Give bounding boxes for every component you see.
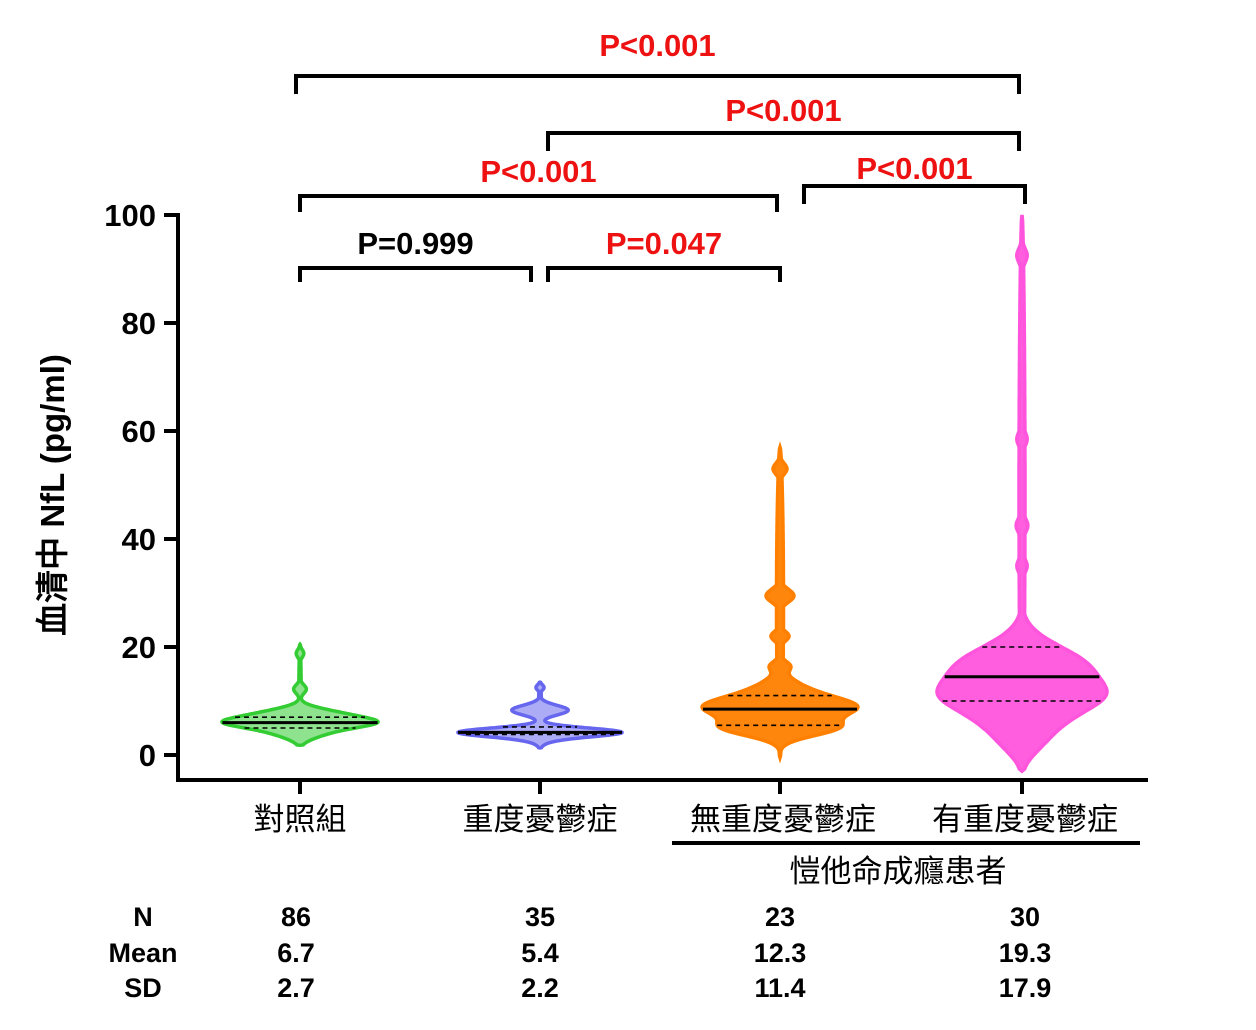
violin-2 xyxy=(456,680,624,750)
x-tick-label: 對照組 xyxy=(254,802,347,837)
p-value-label: P=0.047 xyxy=(606,226,722,261)
stats-value: 6.7 xyxy=(277,938,315,968)
stats-row-label: Mean xyxy=(108,938,177,968)
p-value-label: P<0.001 xyxy=(725,93,841,128)
p-value-label: P=0.999 xyxy=(357,226,473,261)
y-tick-label: 0 xyxy=(139,738,156,773)
significance-bracket xyxy=(546,131,1021,151)
y-tick-label: 20 xyxy=(122,630,156,665)
stats-value: 35 xyxy=(525,902,555,932)
violin-1 xyxy=(220,641,380,748)
p-value-label: P<0.001 xyxy=(599,28,715,63)
significance-bracket xyxy=(294,74,1021,94)
stats-value: 17.9 xyxy=(999,973,1052,1003)
stats-value: 11.4 xyxy=(754,973,805,1003)
group-label: 愷他命成癮患者 xyxy=(790,854,1007,889)
stats-value: 19.3 xyxy=(999,938,1052,968)
significance-bracket xyxy=(298,194,779,212)
stats-value: 2.7 xyxy=(277,973,315,1003)
y-tick-label: 80 xyxy=(122,306,156,341)
y-tick-label: 100 xyxy=(104,198,156,233)
violin-3 xyxy=(700,441,860,764)
stats-value: 2.2 xyxy=(521,973,559,1003)
p-value-label: P<0.001 xyxy=(856,151,972,186)
stats-value: 5.4 xyxy=(521,938,559,968)
stats-value: 12.3 xyxy=(754,938,807,968)
x-tick-label: 無重度憂鬱症 xyxy=(690,802,876,837)
stats-row-label: SD xyxy=(124,973,162,1003)
x-tick-label: 重度憂鬱症 xyxy=(463,802,618,837)
stats-value: 30 xyxy=(1010,902,1040,932)
stats-value: 86 xyxy=(281,902,311,932)
p-value-label: P<0.001 xyxy=(480,154,596,189)
y-tick-label: 60 xyxy=(122,414,156,449)
significance-bracket xyxy=(802,184,1027,204)
stats-value: 23 xyxy=(765,902,795,932)
y-axis-label: 血清中 NfL (pg/ml) xyxy=(34,354,71,636)
significance-bracket xyxy=(298,266,533,282)
significance-bracket xyxy=(546,266,782,282)
x-tick-label: 有重度憂鬱症 xyxy=(932,802,1118,837)
y-tick-label: 40 xyxy=(122,522,156,557)
stats-row-label: N xyxy=(133,902,153,932)
violin-4 xyxy=(935,214,1109,774)
